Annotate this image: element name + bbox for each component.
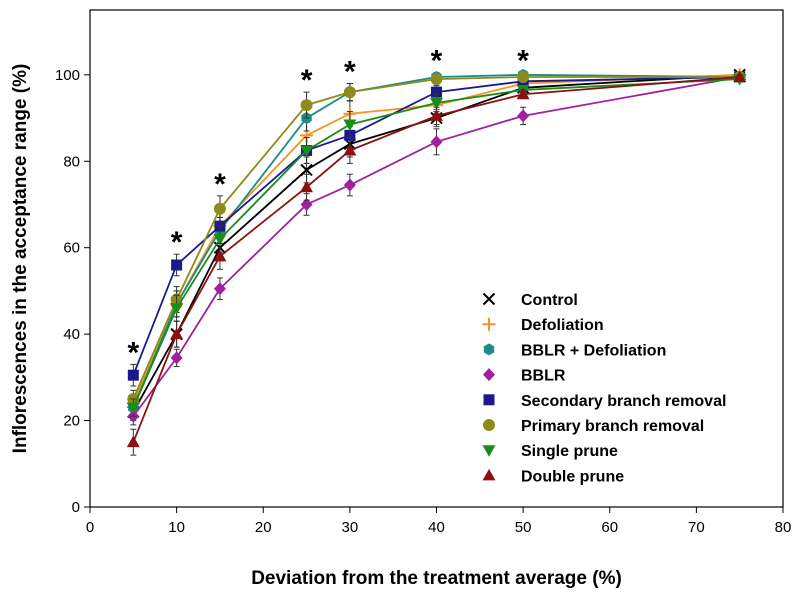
- data-point: [343, 119, 357, 132]
- x-tick-label: 30: [342, 519, 359, 536]
- significance-star: *: [431, 45, 443, 78]
- data-point: [171, 259, 183, 271]
- legend-item: Control: [482, 292, 578, 309]
- legend-label: BBLR: [521, 368, 566, 385]
- data-point: [170, 351, 183, 365]
- legend-item: BBLR: [483, 368, 566, 385]
- legend-marker: [482, 292, 496, 306]
- y-tick-label: 80: [63, 153, 80, 170]
- significance-star: *: [301, 64, 313, 97]
- legend-marker: [483, 368, 495, 382]
- data-point: [213, 282, 226, 296]
- data-point: [343, 86, 356, 99]
- legend-marker: [483, 394, 495, 406]
- series-line: [132, 76, 740, 376]
- legend-marker: [483, 343, 495, 356]
- legend-label: Secondary branch removal: [521, 393, 726, 410]
- data-point: [430, 109, 443, 121]
- x-tick-label: 50: [515, 519, 532, 536]
- legend: Control Defoliation BBLR + Defoliation BBLR…: [482, 292, 726, 485]
- x-axis-title: Deviation from the treatment average (%): [251, 568, 622, 589]
- data-point: [517, 70, 530, 83]
- legend-label: Primary branch removal: [521, 418, 704, 435]
- y-tick-label: 0: [72, 499, 80, 516]
- x-tick-label: 60: [601, 519, 618, 536]
- y-axis: 0 20 40 60 80 100: [55, 67, 90, 516]
- x-tick-label: 20: [255, 519, 272, 536]
- data-point: [300, 99, 313, 112]
- legend-label: Double prune: [521, 468, 624, 485]
- legend-item: Primary branch removal: [483, 418, 704, 435]
- legend-marker: [483, 419, 495, 431]
- data-point: [126, 402, 140, 415]
- data-point: [733, 70, 747, 82]
- data-point: [300, 180, 314, 193]
- legend-label: BBLR + Defoliation: [521, 342, 666, 359]
- significance-star: *: [171, 226, 183, 259]
- legend-item: Defoliation: [482, 317, 604, 334]
- data-point: [300, 197, 313, 211]
- data-point: [343, 178, 356, 192]
- x-tick-label: 70: [688, 519, 705, 536]
- y-tick-label: 40: [63, 326, 80, 343]
- legend-marker: [482, 468, 496, 481]
- significance-star: *: [344, 55, 356, 88]
- x-tick-label: 80: [775, 519, 792, 536]
- significance-star: *: [127, 336, 139, 369]
- significance-markers: * * * * * * *: [127, 45, 529, 370]
- legend-label: Control: [521, 292, 578, 309]
- y-tick-label: 60: [63, 240, 80, 257]
- legend-label: Defoliation: [521, 317, 604, 334]
- legend-marker: [482, 445, 496, 457]
- data-point: [516, 87, 530, 100]
- series-layer: [126, 68, 747, 456]
- x-tick-label: 40: [428, 519, 445, 536]
- series-line: [132, 78, 740, 408]
- data-point: [343, 143, 357, 156]
- series-line: [132, 76, 740, 417]
- data-point: [517, 109, 530, 123]
- y-tick-label: 100: [55, 67, 80, 84]
- data-point: [430, 135, 443, 149]
- legend-item: Double prune: [482, 468, 624, 485]
- data-point: [170, 303, 184, 315]
- y-tick-label: 20: [63, 413, 80, 430]
- data-point: [213, 234, 227, 246]
- data-point: [300, 145, 314, 157]
- significance-star: *: [214, 168, 226, 201]
- data-point: [170, 327, 184, 340]
- data-point: [213, 249, 227, 262]
- data-point: [431, 86, 442, 98]
- data-point: [127, 369, 139, 381]
- data-point: [126, 435, 140, 448]
- legend-item: Single prune: [482, 443, 618, 460]
- x-axis: 0 10 20 30 40 50 60 70 80: [86, 507, 792, 536]
- series-double-prune: [126, 70, 747, 456]
- significance-star: *: [517, 45, 529, 78]
- data-point: [430, 97, 443, 110]
- series-line: [132, 76, 740, 443]
- legend-item: BBLR + Defoliation: [483, 342, 666, 359]
- data-point: [300, 163, 313, 177]
- data-point: [213, 202, 226, 215]
- legend-label: Single prune: [521, 443, 618, 460]
- legend-marker: [482, 317, 496, 331]
- legend-item: Secondary branch removal: [483, 393, 726, 410]
- x-tick-label: 0: [86, 519, 94, 536]
- data-point: [430, 73, 443, 86]
- y-axis-title: Inflorescences in the acceptance range (…: [10, 64, 31, 454]
- x-tick-label: 10: [168, 519, 185, 536]
- series-line: [132, 76, 740, 400]
- series-line: [132, 73, 740, 408]
